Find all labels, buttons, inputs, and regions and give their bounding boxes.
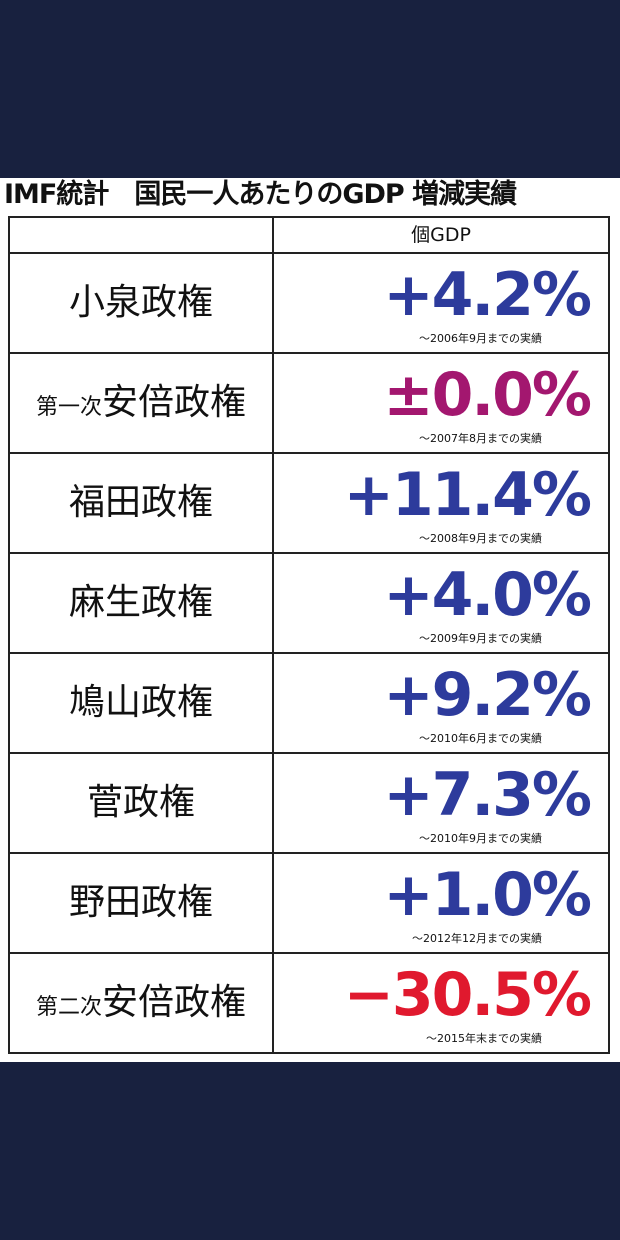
sheet: IMF統計 国民一人あたりのGDP 増減実績 個GDP 小泉政権 +4.2% ～20… <box>0 178 620 1062</box>
change-value: ±0.0% <box>383 360 592 430</box>
row: 福田政権 +11.4% ～2008年9月までの実績 <box>10 454 608 554</box>
period-note: ～2010年6月までの実績 <box>419 732 542 745</box>
label-name: 麻生政権 <box>68 582 213 623</box>
label-name: 安倍政権 <box>102 382 247 423</box>
table: 個GDP 小泉政権 +4.2% ～2006年9月までの実績 第一次安倍政権 ±0.0% ～… <box>8 216 610 1054</box>
row: 第一次安倍政権 ±0.0% ～2007年8月までの実績 <box>10 354 608 454</box>
period-note: ～2008年9月までの実績 <box>419 532 542 545</box>
row: 麻生政権 +4.0% ～2009年9月までの実績 <box>10 554 608 654</box>
divider <box>272 218 274 1052</box>
label-prefix: 第一次 <box>35 395 102 420</box>
change-value: +4.0% <box>383 560 592 630</box>
row-label: 菅政権 <box>10 754 272 852</box>
period-note: ～2007年8月までの実績 <box>419 432 542 445</box>
period-note: ～2009年9月までの実績 <box>419 632 542 645</box>
header-row: 個GDP <box>10 218 608 254</box>
label-name: 安倍政権 <box>102 982 247 1023</box>
label-name: 野田政権 <box>68 882 213 923</box>
row-label: 鳩山政権 <box>10 654 272 752</box>
row: 小泉政権 +4.2% ～2006年9月までの実績 <box>10 254 608 354</box>
period-note: ～2015年末までの実績 <box>426 1032 542 1045</box>
change-value: +7.3% <box>383 760 592 830</box>
label-name: 菅政権 <box>86 782 195 823</box>
row-label: 第一次安倍政権 <box>10 354 272 452</box>
row-label: 野田政権 <box>10 854 272 952</box>
period-note: ～2010年9月までの実績 <box>419 832 542 845</box>
row-label: 福田政権 <box>10 454 272 552</box>
change-value: +11.4% <box>343 460 592 530</box>
row-label: 第二次安倍政権 <box>10 954 272 1052</box>
column-header: 個GDP <box>411 224 471 246</box>
change-value: +9.2% <box>383 660 592 730</box>
label-name: 小泉政権 <box>68 282 213 323</box>
row-label: 麻生政権 <box>10 554 272 652</box>
label-name: 福田政権 <box>68 482 213 523</box>
label-name: 鳩山政権 <box>68 682 213 723</box>
row: 野田政権 +1.0% ～2012年12月までの実績 <box>10 854 608 954</box>
row-label: 小泉政権 <box>10 254 272 352</box>
change-value: +1.0% <box>383 860 592 930</box>
period-note: ～2012年12月までの実績 <box>412 932 542 945</box>
period-note: ～2006年9月までの実績 <box>419 332 542 345</box>
change-value: +4.2% <box>383 260 592 330</box>
row: 菅政権 +7.3% ～2010年9月までの実績 <box>10 754 608 854</box>
row: 鳩山政権 +9.2% ～2010年6月までの実績 <box>10 654 608 754</box>
label-prefix: 第二次 <box>35 995 102 1020</box>
row: 第二次安倍政権 −30.5% ～2015年末までの実績 <box>10 954 608 1054</box>
change-value: −30.5% <box>343 960 592 1030</box>
title: IMF統計 国民一人あたりのGDP 増減実績 <box>4 179 517 210</box>
